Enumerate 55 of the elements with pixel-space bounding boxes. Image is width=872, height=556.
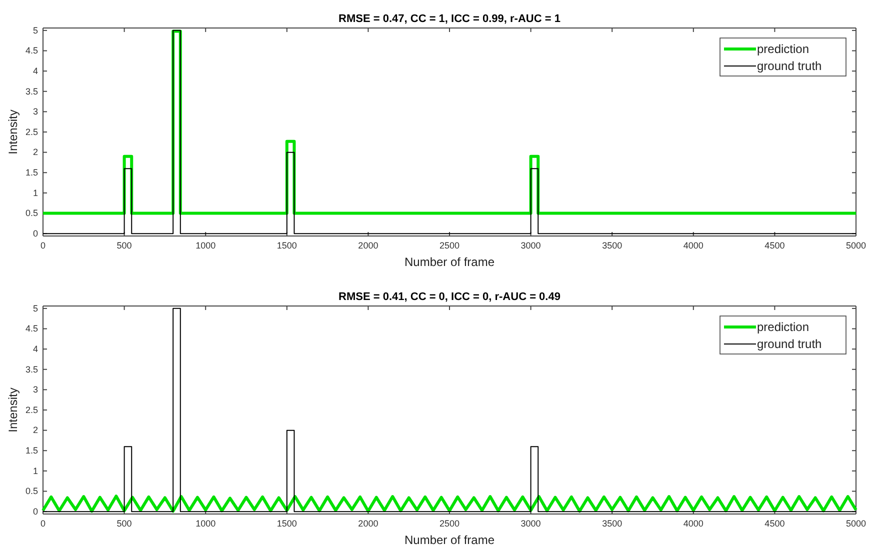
- y-tick-label: 1: [32, 466, 38, 476]
- y-tick-label: 0.5: [25, 486, 38, 496]
- legend-label: ground truth: [757, 59, 822, 73]
- y-tick-label: 0: [32, 506, 38, 516]
- x-tick-label: 5000: [846, 240, 866, 250]
- chart-title: RMSE = 0.41, CC = 0, ICC = 0, r-AUC = 0.49: [338, 291, 560, 303]
- legend-label: prediction: [757, 320, 810, 334]
- y-tick-label: 2.5: [25, 404, 38, 415]
- y-tick-label: 5: [32, 25, 38, 36]
- x-tick-label: 4000: [683, 518, 704, 528]
- y-tick-label: 1.5: [25, 446, 38, 456]
- x-tick-label: 1500: [276, 240, 297, 250]
- x-tick-label: 4500: [764, 518, 785, 528]
- y-tick-label: 3.5: [25, 364, 38, 374]
- chart-title: RMSE = 0.47, CC = 1, ICC = 0.99, r-AUC = 1: [338, 13, 560, 25]
- x-tick-label: 1000: [196, 518, 216, 528]
- y-tick-label: 2: [32, 425, 38, 436]
- y-tick-label: 4.5: [25, 324, 38, 334]
- y-tick-label: 5: [32, 303, 38, 314]
- y-tick-label: 1.5: [25, 168, 38, 178]
- y-axis-title: Intensity: [6, 388, 20, 432]
- x-tick-label: 2500: [439, 518, 460, 528]
- x-tick-label: 2000: [358, 518, 378, 528]
- y-tick-label: 3: [32, 384, 38, 395]
- y-tick-label: 3: [32, 106, 38, 117]
- x-tick-label: 2000: [358, 240, 378, 250]
- legend-label: prediction: [757, 42, 810, 56]
- x-tick-label: 3500: [602, 518, 622, 528]
- x-tick-label: 1500: [276, 518, 297, 528]
- x-tick-label: 0: [40, 518, 46, 528]
- y-tick-label: 3.5: [25, 86, 38, 96]
- y-tick-label: 2: [32, 147, 38, 158]
- x-tick-label: 1000: [196, 240, 216, 250]
- x-tick-label: 2500: [439, 240, 460, 250]
- y-tick-label: 4.5: [25, 46, 38, 56]
- x-tick-label: 4000: [683, 240, 704, 250]
- x-axis-title: Number of frame: [404, 255, 495, 269]
- x-tick-label: 5000: [846, 518, 866, 528]
- legend-label: ground truth: [757, 337, 822, 351]
- x-tick-label: 4500: [764, 240, 785, 250]
- y-tick-label: 4: [32, 66, 38, 76]
- x-axis-title: Number of frame: [404, 533, 495, 547]
- x-tick-label: 3000: [520, 518, 541, 528]
- x-tick-label: 500: [116, 518, 132, 528]
- line-series: [42, 308, 856, 512]
- x-tick-label: 0: [40, 240, 46, 250]
- y-tick-label: 0.5: [25, 208, 38, 218]
- x-tick-label: 500: [116, 240, 132, 250]
- y-tick-label: 1: [32, 188, 38, 198]
- y-axis-title: Intensity: [6, 110, 20, 154]
- x-tick-label: 3000: [520, 240, 541, 250]
- y-tick-label: 4: [32, 344, 38, 354]
- x-tick-label: 3500: [602, 240, 622, 250]
- y-tick-label: 2.5: [25, 126, 38, 137]
- y-tick-label: 0: [32, 228, 38, 238]
